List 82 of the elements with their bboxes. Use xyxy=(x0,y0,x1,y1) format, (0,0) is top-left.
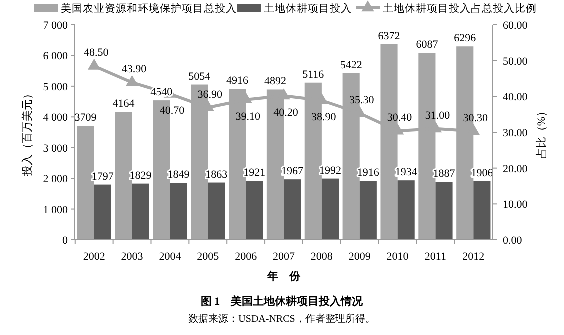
data-label: 4892 xyxy=(264,76,286,88)
data-label: 1906 xyxy=(471,167,494,180)
x-tick-label: 2006 xyxy=(235,251,258,263)
data-label: 1934 xyxy=(395,166,418,179)
data-label: 6087 xyxy=(416,39,439,52)
bar xyxy=(474,181,491,240)
x-tick-label: 2004 xyxy=(159,251,182,263)
y-tick-label: 5 000 xyxy=(43,81,68,94)
y-tick-label: 0 xyxy=(62,235,68,247)
data-label: 1829 xyxy=(130,170,152,182)
bar xyxy=(246,181,264,240)
y2-axis-title: 占比（%） xyxy=(535,106,548,160)
data-label: 5054 xyxy=(188,70,212,83)
bar xyxy=(398,180,415,240)
legend-label: 土地休耕项目投入占总投入比例 xyxy=(383,2,537,15)
y2-tick-label: 10.00 xyxy=(503,199,528,212)
data-label: 38.90 xyxy=(312,112,337,124)
bar xyxy=(436,182,453,240)
bar xyxy=(284,180,302,240)
data-label: 1921 xyxy=(244,167,266,179)
data-label: 4540 xyxy=(150,86,174,99)
legend-label: 美国农业资源和环境保护项目总投入 xyxy=(61,2,237,15)
data-label: 40.70 xyxy=(160,105,186,118)
data-label: 6372 xyxy=(378,30,400,42)
x-tick-label: 2011 xyxy=(424,251,447,263)
x-axis-title: 年 份 xyxy=(266,270,302,283)
data-label: 4164 xyxy=(112,98,136,110)
legend-label: 土地休耕项目投入 xyxy=(264,2,352,15)
y2-tick-label: 40.00 xyxy=(503,92,528,104)
y-tick-label: 7 000 xyxy=(43,20,68,32)
bar xyxy=(208,182,226,240)
x-tick-label: 2009 xyxy=(348,251,372,263)
y2-tick-label: 50.00 xyxy=(503,56,528,68)
data-label: 1916 xyxy=(357,167,380,180)
data-label: 1849 xyxy=(168,169,190,182)
y-tick-label: 4 000 xyxy=(43,112,68,124)
data-label: 31.00 xyxy=(425,110,451,122)
bar xyxy=(132,184,150,240)
y2-tick-label: 0.00 xyxy=(503,235,523,247)
data-label: 48.50 xyxy=(84,47,110,60)
data-label: 6296 xyxy=(454,32,477,45)
data-label: 3709 xyxy=(74,112,98,124)
bar xyxy=(360,181,377,240)
data-label: 5422 xyxy=(340,59,362,72)
bar xyxy=(77,126,94,240)
x-tick-label: 2007 xyxy=(273,251,296,263)
bar xyxy=(322,178,339,240)
data-label: 1967 xyxy=(282,166,304,178)
data-label: 39.10 xyxy=(236,110,261,123)
data-label: 5116 xyxy=(302,68,325,81)
data-label: 35.30 xyxy=(349,94,375,107)
data-label: 1797 xyxy=(92,170,114,183)
y-tick-label: 3 000 xyxy=(43,142,68,155)
data-label: 30.40 xyxy=(387,112,413,124)
y-tick-label: 1 000 xyxy=(43,204,68,216)
bar xyxy=(115,112,132,240)
source-note: 数据来源：USDA-NRCS，作者整理所得。 xyxy=(188,313,376,325)
point xyxy=(88,58,101,70)
x-tick-label: 2003 xyxy=(121,251,144,263)
data-label: 43.90 xyxy=(122,64,148,76)
y-tick-label: 2 000 xyxy=(43,174,68,186)
x-tick-label: 2010 xyxy=(386,251,410,263)
data-label: 40.20 xyxy=(274,106,299,119)
x-tick-label: 2008 xyxy=(310,251,334,263)
bar xyxy=(94,184,112,240)
y-tick-label: 6 000 xyxy=(43,50,68,63)
data-label: 36.90 xyxy=(198,88,224,101)
data-label: 4916 xyxy=(226,75,250,88)
data-label: 1863 xyxy=(206,168,228,181)
data-label: 1887 xyxy=(433,168,456,180)
point xyxy=(126,75,139,86)
y2-tick-label: 30.00 xyxy=(503,128,528,140)
y2-tick-label: 20.00 xyxy=(503,163,528,176)
text: 图 1 美国土地休耕项目投入情况 xyxy=(200,295,364,308)
x-tick-label: 2005 xyxy=(197,251,220,263)
y2-tick-label: 60.00 xyxy=(503,20,528,32)
x-tick-label: 2012 xyxy=(462,251,485,263)
data-label: 30.30 xyxy=(463,112,489,124)
x-tick-label: 2002 xyxy=(83,251,106,263)
data-label: 1992 xyxy=(319,164,342,177)
bar xyxy=(170,183,188,240)
y-axis-title: 投入（百万美元） xyxy=(21,88,34,178)
